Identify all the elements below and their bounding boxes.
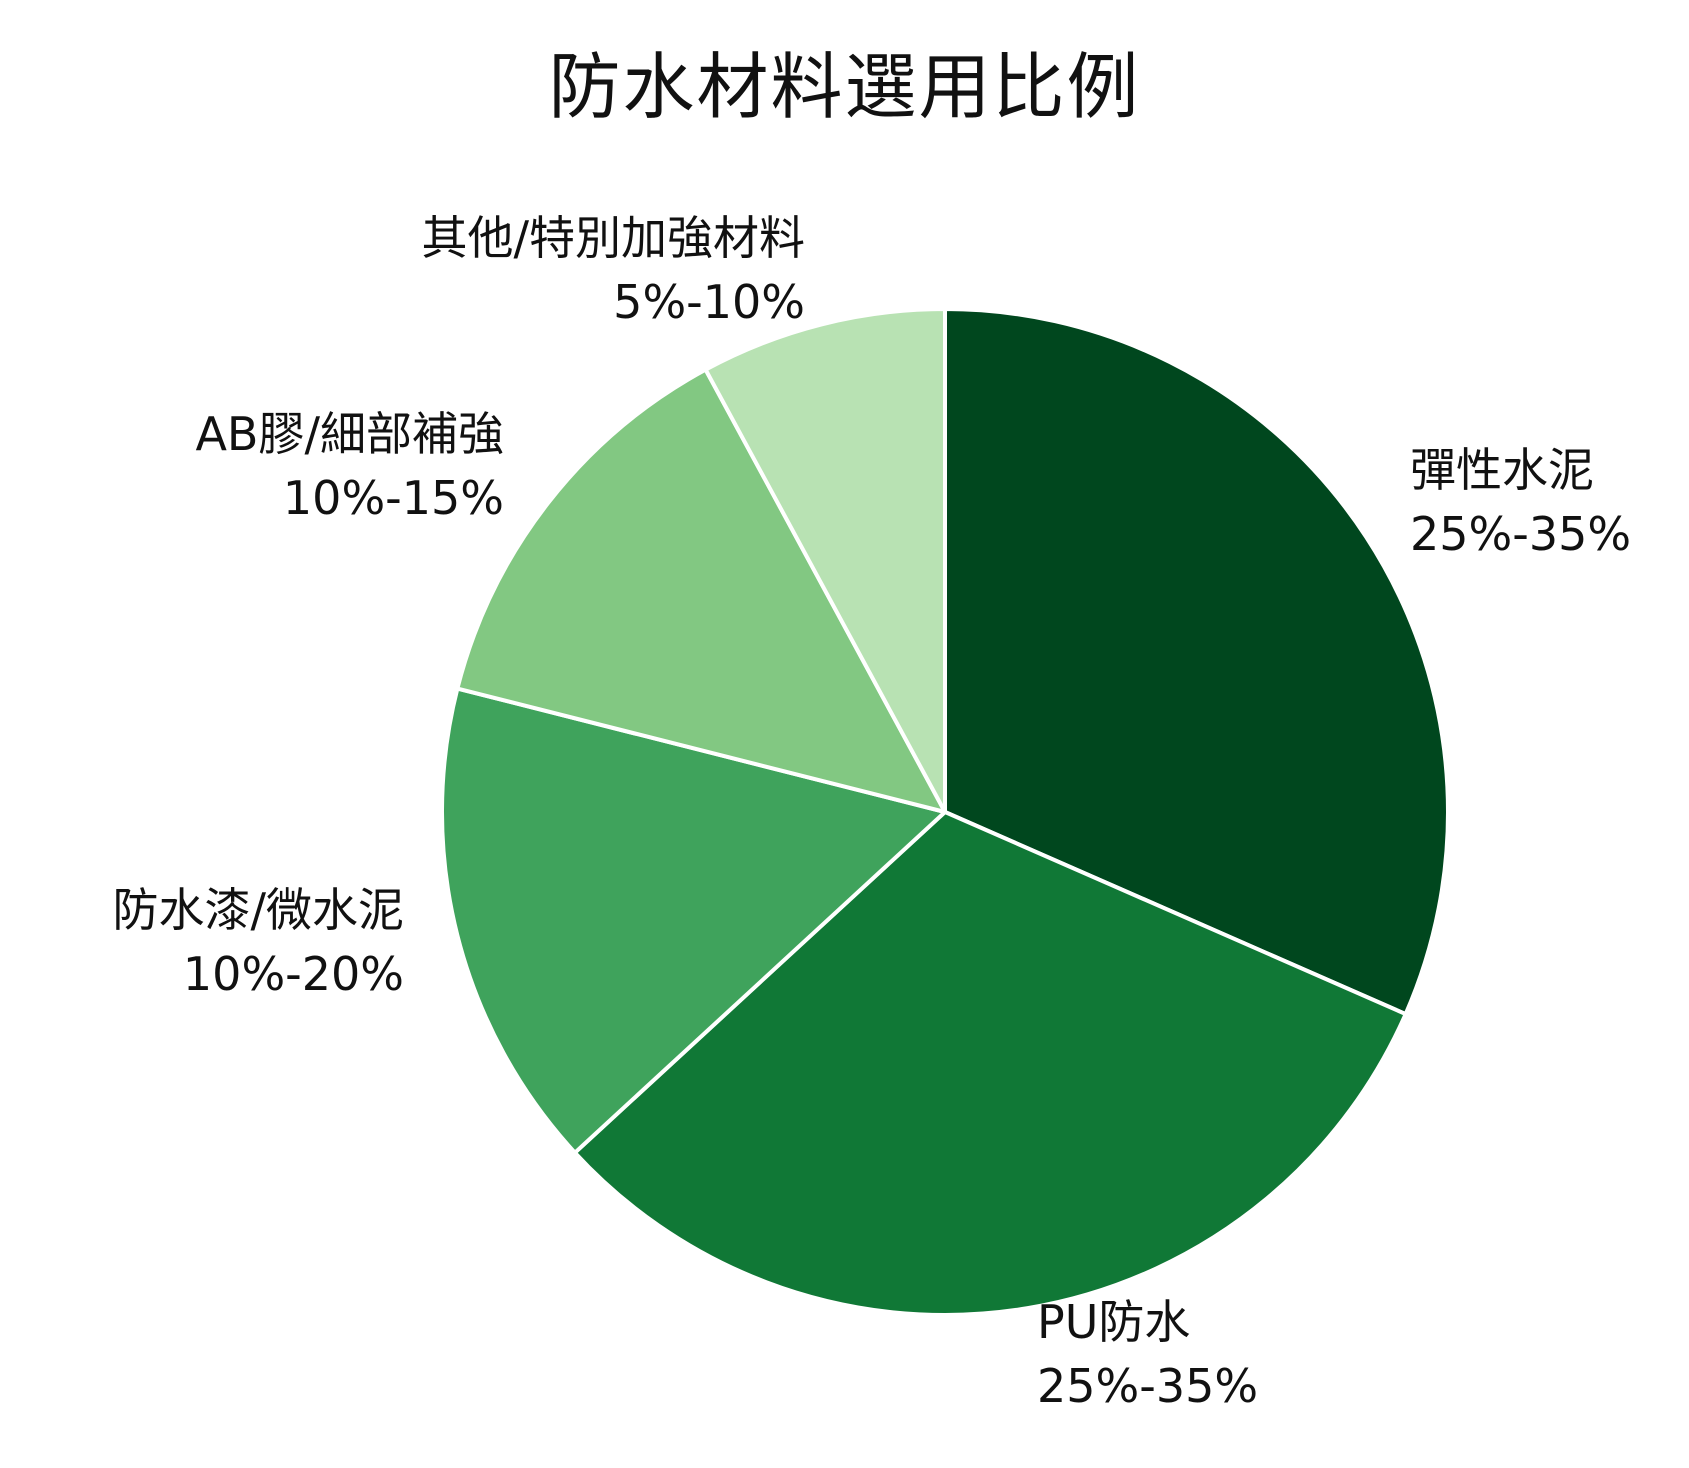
label-pu-waterproof-range: 25%-35% — [1037, 1359, 1259, 1413]
label-waterproof-paint: 防水漆/微水泥 10%-20% — [113, 878, 405, 1006]
slice-other-materials — [703, 307, 947, 814]
slice-ab-glue — [455, 367, 947, 814]
label-other-materials: 其他/特別加強材料 5%-10% — [422, 206, 806, 334]
slice-waterproof-paint — [440, 686, 947, 1155]
label-elastic-cement-range: 25%-35% — [1410, 507, 1632, 561]
label-waterproof-paint-range: 10%-20% — [182, 947, 404, 1001]
chart-title: 防水材料選用比例 — [548, 45, 1141, 129]
label-pu-waterproof-name: PU防水 — [1037, 1295, 1191, 1349]
label-other-materials-range: 5%-10% — [613, 275, 805, 329]
label-ab-glue: AB膠/細部補強 10%-15% — [195, 402, 504, 530]
label-other-materials-name: 其他/特別加強材料 — [421, 211, 806, 265]
label-elastic-cement-name: 彈性水泥 — [1410, 443, 1594, 497]
label-pu-waterproof: PU防水 25%-35% — [1037, 1290, 1258, 1418]
slice-pu-waterproof — [572, 810, 1408, 1317]
label-elastic-cement: 彈性水泥 25%-35% — [1410, 438, 1631, 566]
slice-elastic-cement — [943, 307, 1450, 1017]
label-waterproof-paint-name: 防水漆/微水泥 — [112, 883, 405, 937]
label-ab-glue-range: 10%-15% — [282, 471, 504, 525]
label-ab-glue-name: AB膠/細部補強 — [195, 407, 504, 461]
